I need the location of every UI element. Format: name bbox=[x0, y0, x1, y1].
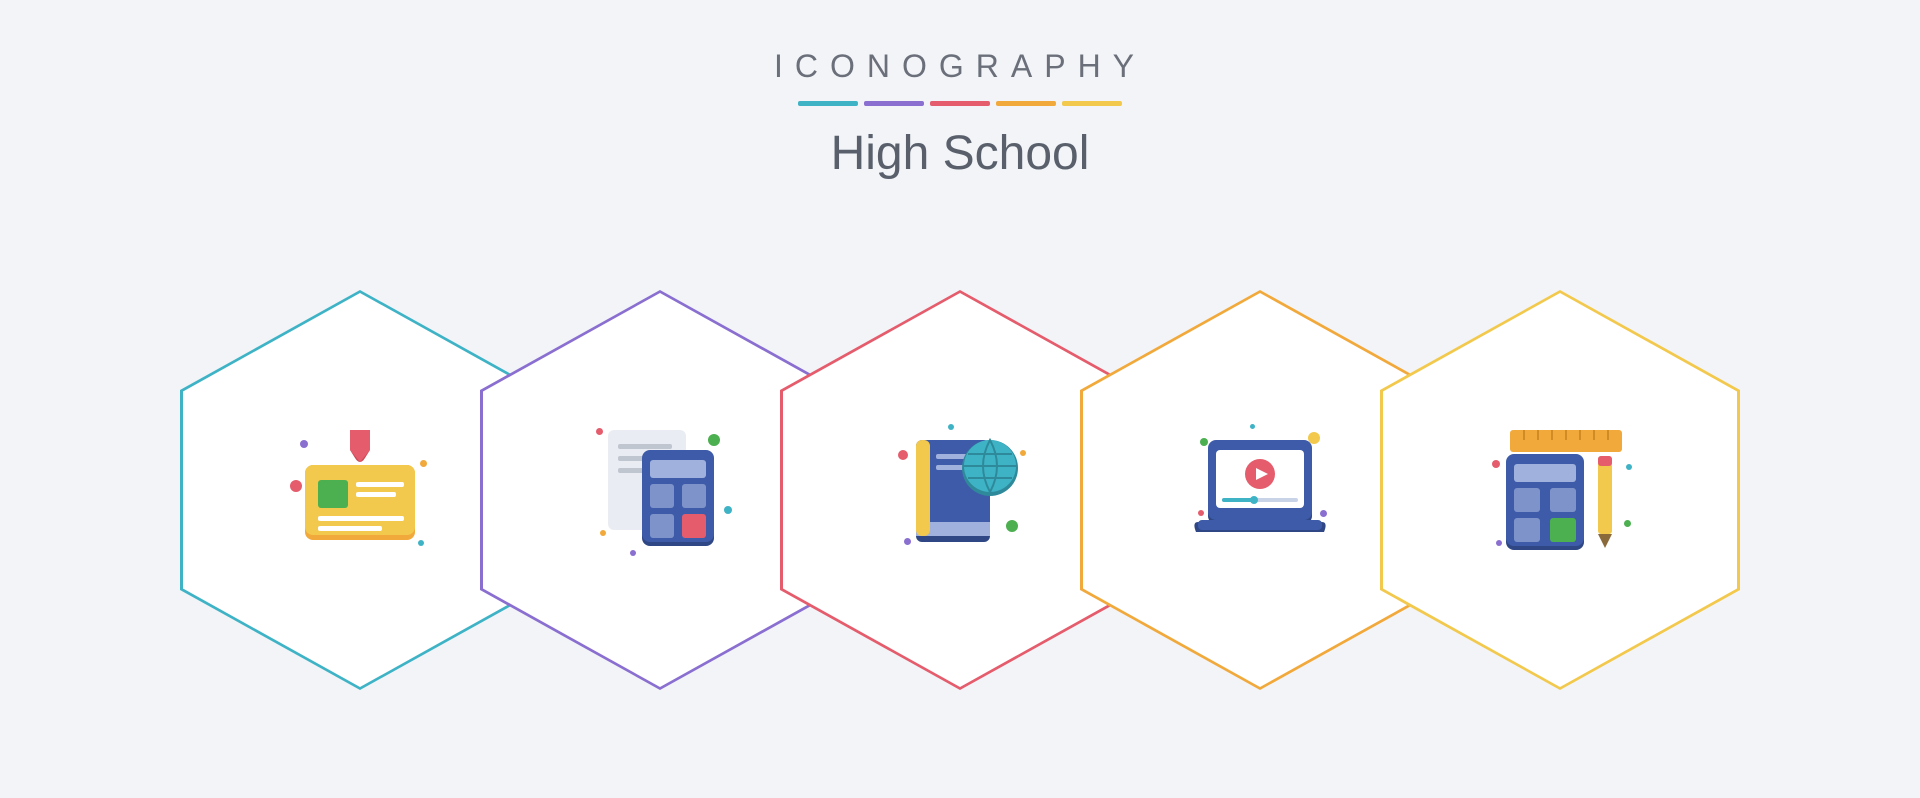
decoration-dot bbox=[1496, 540, 1502, 546]
underline-seg bbox=[798, 101, 858, 106]
world-book-icon bbox=[880, 410, 1040, 570]
subtitle: High School bbox=[774, 126, 1146, 181]
header-title: ICONOGRAPHY bbox=[774, 48, 1146, 85]
decoration-dot bbox=[1624, 520, 1631, 527]
underline-seg bbox=[1062, 101, 1122, 106]
decoration-dot bbox=[724, 506, 732, 514]
calculator-ruler-icon bbox=[1480, 410, 1640, 570]
decoration-dot bbox=[948, 424, 954, 430]
underline-seg bbox=[864, 101, 924, 106]
decoration-dot bbox=[1198, 510, 1204, 516]
paper-calculator-icon bbox=[580, 410, 740, 570]
decoration-dot bbox=[1020, 450, 1026, 456]
underline-seg bbox=[930, 101, 990, 106]
decoration-dot bbox=[1200, 438, 1208, 446]
decoration-dot bbox=[1006, 520, 1018, 532]
video-laptop-icon bbox=[1180, 410, 1340, 570]
decoration-dot bbox=[1250, 424, 1255, 429]
decoration-dot bbox=[898, 450, 908, 460]
decoration-dot bbox=[708, 434, 720, 446]
decoration-dot bbox=[1320, 510, 1327, 517]
underline-seg bbox=[996, 101, 1056, 106]
decoration-dot bbox=[418, 540, 424, 546]
decoration-dot bbox=[1626, 464, 1632, 470]
hex-row bbox=[180, 290, 1740, 690]
decoration-dot bbox=[1492, 460, 1500, 468]
decoration-dot bbox=[904, 538, 911, 545]
decoration-dot bbox=[420, 460, 427, 467]
decoration-dot bbox=[290, 480, 302, 492]
hex-tile bbox=[1380, 290, 1740, 690]
id-card-icon bbox=[280, 410, 440, 570]
decoration-dot bbox=[600, 530, 606, 536]
decoration-dot bbox=[596, 428, 603, 435]
header: ICONOGRAPHY High School bbox=[774, 48, 1146, 181]
decoration-dot bbox=[630, 550, 636, 556]
decoration-dot bbox=[1308, 432, 1320, 444]
decoration-dot bbox=[300, 440, 308, 448]
underline-row bbox=[774, 101, 1146, 106]
